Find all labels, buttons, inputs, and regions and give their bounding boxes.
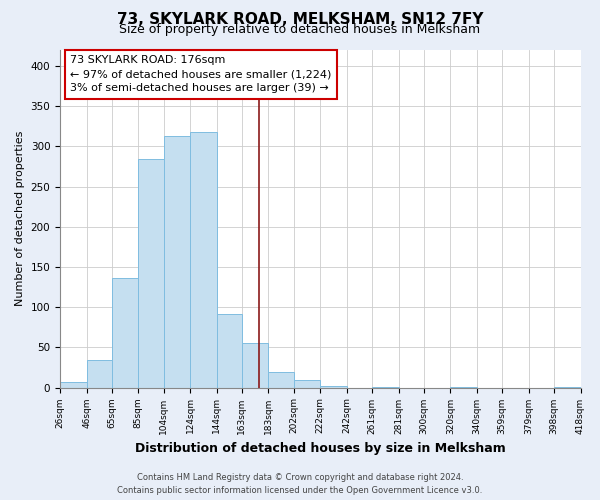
Bar (320, 386, 347, 388)
Text: Contains HM Land Registry data © Crown copyright and database right 2024.
Contai: Contains HM Land Registry data © Crown c… (118, 474, 482, 495)
X-axis label: Distribution of detached houses by size in Melksham: Distribution of detached houses by size … (135, 442, 506, 455)
Bar (112, 278, 139, 388)
Text: 73, SKYLARK ROAD, MELKSHAM, SN12 7FY: 73, SKYLARK ROAD, MELKSHAM, SN12 7FY (117, 12, 483, 28)
Bar (139, 160, 164, 388)
Text: Size of property relative to detached houses in Melksham: Size of property relative to detached ho… (119, 22, 481, 36)
Bar (554, 387, 581, 388)
Bar (242, 344, 268, 388)
Bar (372, 387, 398, 388)
Bar (164, 136, 190, 388)
Bar (268, 372, 294, 388)
Y-axis label: Number of detached properties: Number of detached properties (15, 131, 25, 306)
Bar (294, 380, 320, 388)
Bar (190, 132, 217, 388)
Bar (60, 382, 86, 388)
Bar (451, 387, 477, 388)
Text: 73 SKYLARK ROAD: 176sqm
← 97% of detached houses are smaller (1,224)
3% of semi-: 73 SKYLARK ROAD: 176sqm ← 97% of detache… (70, 55, 332, 93)
Bar (217, 314, 242, 388)
Bar (86, 360, 112, 388)
